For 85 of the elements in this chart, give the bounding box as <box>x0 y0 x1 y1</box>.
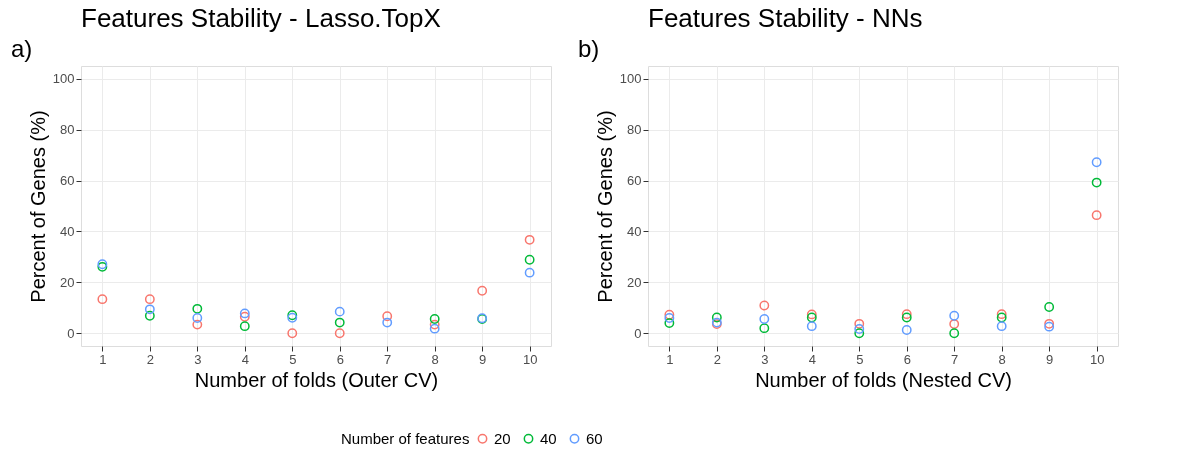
point <box>996 321 1007 332</box>
y-tick-label: 80 <box>60 122 75 138</box>
y-tick-label: 60 <box>627 173 642 189</box>
point <box>759 323 770 334</box>
point <box>192 303 203 314</box>
point <box>1091 177 1102 188</box>
y-tick-label: 40 <box>60 223 75 239</box>
point <box>429 319 440 330</box>
x-tick-label: 1 <box>99 351 107 367</box>
y-axis-title: Percent of Genes (%) <box>593 110 616 303</box>
point <box>806 321 817 332</box>
point <box>97 294 108 305</box>
point <box>144 304 155 315</box>
point <box>854 324 865 334</box>
chart-title: Features Stability - Lasso.TopX <box>81 3 441 33</box>
y-tick-label: 100 <box>619 71 642 87</box>
x-tick-label: 9 <box>1046 351 1054 367</box>
y-tick-label: 0 <box>634 325 642 341</box>
point <box>949 310 960 321</box>
point <box>144 310 155 321</box>
point <box>524 267 535 278</box>
x-tick-label: 8 <box>998 351 1006 367</box>
point <box>949 319 960 330</box>
point <box>334 317 345 328</box>
chart-title: Features Stability - NNs <box>648 3 923 33</box>
legend-title: Number of features <box>341 430 470 447</box>
x-tick-label: 7 <box>384 351 392 367</box>
point <box>192 313 203 323</box>
x-tick-label: 7 <box>951 351 959 367</box>
x-tick-label: 3 <box>761 351 769 367</box>
x-tick-label: 2 <box>713 351 721 367</box>
x-tick-label: 8 <box>431 351 439 367</box>
x-tick-label: 4 <box>808 351 816 367</box>
y-axis-title: Percent of Genes (%) <box>26 110 49 303</box>
x-tick-label: 10 <box>522 351 538 367</box>
point <box>901 325 912 335</box>
point <box>854 318 865 329</box>
y-tick-label: 0 <box>67 325 75 341</box>
point <box>664 309 675 320</box>
point <box>524 234 535 245</box>
point <box>144 294 155 305</box>
point <box>477 285 488 296</box>
point <box>382 311 393 322</box>
point <box>664 313 675 323</box>
x-axis-title: Number of folds (Outer CV) <box>194 368 439 391</box>
x-tick-label: 5 <box>856 351 864 367</box>
point <box>429 314 440 324</box>
point <box>1091 210 1102 221</box>
y-tick-label: 80 <box>627 122 642 138</box>
point <box>429 323 440 334</box>
x-tick-label: 6 <box>336 351 344 367</box>
point <box>524 254 535 265</box>
text: b) <box>578 35 600 62</box>
y-tick-label: 60 <box>60 173 75 189</box>
legend-label: 60 <box>586 429 603 447</box>
point <box>334 306 345 317</box>
x-tick-label: 3 <box>194 351 202 367</box>
x-tick-label: 4 <box>241 351 249 367</box>
legend-label: 40 <box>540 429 557 447</box>
y-tick-label: 20 <box>627 274 642 290</box>
x-tick-label: 10 <box>1089 351 1105 367</box>
text: a) <box>11 35 33 62</box>
point <box>854 328 865 339</box>
y-tick-label: 40 <box>627 223 642 239</box>
legend-label: 20 <box>494 429 511 447</box>
x-axis-title: Number of folds (Nested CV) <box>755 368 1012 391</box>
point <box>382 317 393 328</box>
point <box>949 328 960 339</box>
point <box>759 314 770 324</box>
point <box>711 312 722 323</box>
point <box>192 319 203 330</box>
y-tick-label: 20 <box>60 274 75 290</box>
point <box>759 300 770 311</box>
x-tick-label: 9 <box>479 351 487 367</box>
x-tick-label: 5 <box>289 351 297 367</box>
y-tick-label: 100 <box>52 71 75 87</box>
point <box>334 328 345 339</box>
x-tick-label: 2 <box>146 351 154 367</box>
point <box>1091 157 1102 168</box>
point <box>664 318 675 329</box>
point <box>1044 302 1055 312</box>
point <box>239 321 250 332</box>
x-tick-label: 6 <box>903 351 911 367</box>
point <box>287 328 298 339</box>
x-tick-label: 1 <box>666 351 674 367</box>
